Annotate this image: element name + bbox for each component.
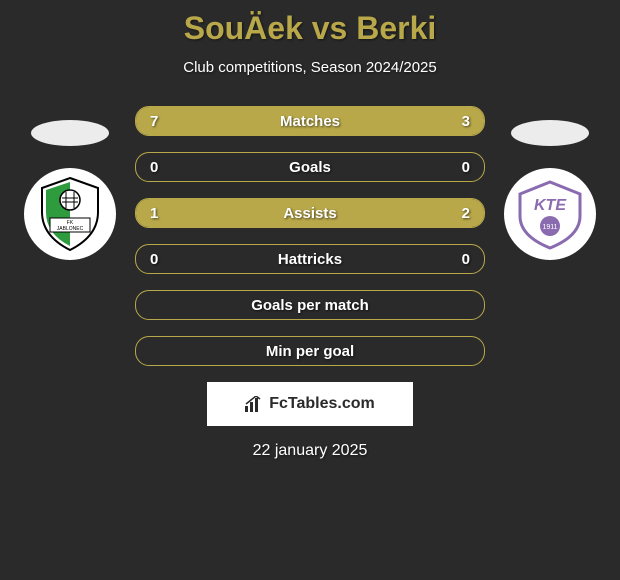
stat-row: 00Hattricks (135, 244, 485, 274)
stat-label: Min per goal (136, 337, 484, 365)
stat-row: Goals per match (135, 290, 485, 320)
page-subtitle: Club competitions, Season 2024/2025 (0, 59, 620, 76)
stat-row: 12Assists (135, 198, 485, 228)
stat-row: 73Matches (135, 106, 485, 136)
stats-bars: 73Matches 00Goals 12Assists 00Hattricks Goal… (135, 106, 485, 366)
page-title: SouÄek vs Berki (0, 0, 620, 47)
team-right-logo-graphic: KTE 1911 (512, 176, 588, 252)
stat-row: 00Goals (135, 152, 485, 182)
team-left-badge: FK JABLONEC (20, 120, 120, 260)
stat-label: Goals (136, 153, 484, 181)
stat-label: Assists (136, 199, 484, 227)
team-left-logo-graphic: FK JABLONEC (32, 174, 108, 254)
chart-icon (245, 396, 263, 412)
branding-box: FcTables.com (207, 382, 413, 426)
team-right-ellipse (511, 120, 589, 146)
stat-label: Matches (136, 107, 484, 135)
date-text: 22 january 2025 (0, 442, 620, 460)
team-right-logo: KTE 1911 (504, 168, 596, 260)
team-left-logo: FK JABLONEC (24, 168, 116, 260)
svg-text:1911: 1911 (542, 224, 557, 231)
svg-text:KTE: KTE (534, 197, 567, 214)
stat-label: Goals per match (136, 291, 484, 319)
stat-label: Hattricks (136, 245, 484, 273)
team-right-badge: KTE 1911 (500, 120, 600, 260)
branding-text: FcTables.com (269, 395, 375, 413)
stat-row: Min per goal (135, 336, 485, 366)
svg-text:JABLONEC: JABLONEC (57, 226, 84, 232)
team-left-ellipse (31, 120, 109, 146)
